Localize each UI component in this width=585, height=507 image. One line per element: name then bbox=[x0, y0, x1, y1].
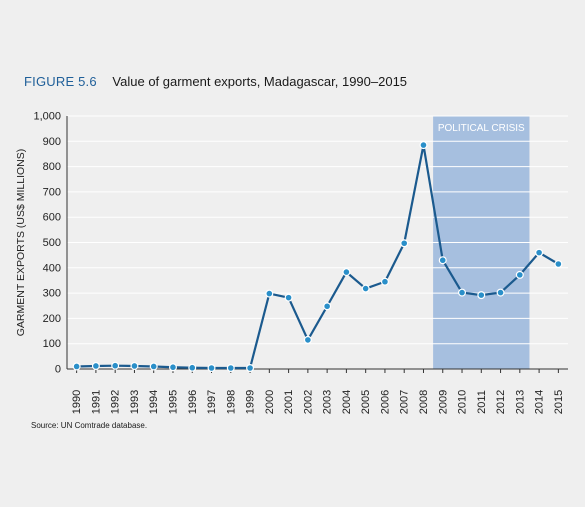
y-tick-label: 0 bbox=[55, 364, 61, 376]
x-tick-label: 2008 bbox=[418, 390, 430, 414]
data-point bbox=[188, 363, 197, 372]
x-tick-label: 2003 bbox=[322, 390, 334, 414]
x-tick-label: 1998 bbox=[225, 390, 237, 414]
y-tick-label: 200 bbox=[43, 313, 61, 325]
data-point bbox=[168, 363, 177, 372]
data-point bbox=[246, 363, 255, 372]
data-point bbox=[226, 363, 235, 372]
y-tick-label: 400 bbox=[43, 262, 61, 274]
x-tick-label: 2001 bbox=[283, 390, 295, 414]
x-tick-label: 2010 bbox=[457, 390, 469, 414]
data-point bbox=[323, 302, 332, 311]
data-point bbox=[380, 277, 389, 286]
data-point bbox=[91, 361, 100, 370]
figure-label: FIGURE 5.6 bbox=[24, 74, 97, 89]
data-point bbox=[496, 288, 505, 297]
x-tick-label: 2004 bbox=[341, 390, 353, 414]
y-tick-label: 600 bbox=[43, 212, 61, 224]
x-tick-label: 1996 bbox=[187, 390, 199, 414]
y-tick-label: 300 bbox=[43, 288, 61, 300]
y-tick-label: 1,000 bbox=[33, 111, 61, 123]
source-note: Source: UN Comtrade database. bbox=[31, 421, 148, 430]
data-point bbox=[284, 293, 293, 302]
x-tick-label: 1991 bbox=[90, 390, 102, 414]
crisis-label: POLITICAL CRISIS bbox=[438, 123, 525, 134]
x-tick-label: 2009 bbox=[437, 390, 449, 414]
figure-title: Value of garment exports, Madagascar, 19… bbox=[112, 74, 408, 89]
x-tick-label: 1992 bbox=[110, 390, 122, 414]
x-tick-label: 2002 bbox=[302, 390, 314, 414]
data-point bbox=[400, 239, 409, 248]
data-point bbox=[72, 362, 81, 371]
x-tick-label: 2000 bbox=[264, 390, 276, 414]
x-tick-label: 2006 bbox=[379, 390, 391, 414]
x-tick-label: 2014 bbox=[534, 390, 546, 414]
data-point bbox=[554, 260, 563, 269]
y-tick-label: 700 bbox=[43, 186, 61, 198]
x-tick-label: 2013 bbox=[514, 390, 526, 414]
data-point bbox=[535, 248, 544, 257]
data-point bbox=[458, 288, 467, 297]
data-point bbox=[361, 284, 370, 293]
data-point bbox=[342, 268, 351, 277]
x-tick-label: 1994 bbox=[148, 390, 160, 414]
x-tick-label: 1997 bbox=[206, 390, 218, 414]
data-point bbox=[419, 141, 428, 150]
data-point bbox=[265, 289, 274, 298]
x-tick-label: 2015 bbox=[553, 390, 565, 414]
data-point bbox=[477, 291, 486, 300]
x-tick-label: 2005 bbox=[360, 390, 372, 414]
x-tick-label: 2012 bbox=[495, 390, 507, 414]
data-point bbox=[303, 335, 312, 344]
x-tick-label: 1990 bbox=[71, 390, 83, 414]
x-tick-label: 1999 bbox=[245, 390, 257, 414]
y-tick-label: 800 bbox=[43, 161, 61, 173]
y-tick-label: 100 bbox=[43, 338, 61, 350]
data-point bbox=[438, 256, 447, 265]
data-point bbox=[130, 361, 139, 370]
x-tick-label: 2007 bbox=[399, 390, 411, 414]
data-point bbox=[207, 363, 216, 372]
y-tick-label: 900 bbox=[43, 136, 61, 148]
x-tick-label: 1993 bbox=[129, 390, 141, 414]
data-point bbox=[515, 270, 524, 279]
x-tick-label: 1995 bbox=[167, 390, 179, 414]
data-point bbox=[149, 362, 158, 371]
data-point bbox=[111, 361, 120, 370]
y-axis-title: GARMENT EXPORTS (US$ MILLIONS) bbox=[15, 149, 27, 336]
x-tick-label: 2011 bbox=[476, 390, 488, 414]
y-tick-label: 500 bbox=[43, 237, 61, 249]
figure-header: FIGURE 5.6 Value of garment exports, Mad… bbox=[24, 74, 407, 89]
